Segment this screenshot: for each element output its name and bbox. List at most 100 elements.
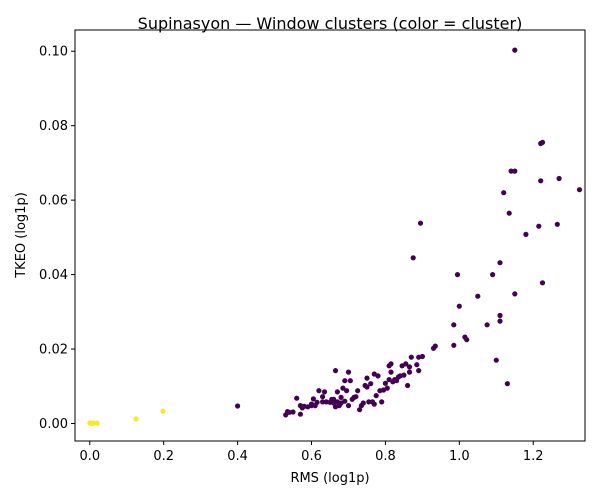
data-point-cluster-0 xyxy=(451,322,457,328)
data-point-cluster-0 xyxy=(320,399,326,405)
data-point-cluster-1 xyxy=(94,420,100,426)
data-point-cluster-0 xyxy=(506,210,512,216)
data-point-cluster-0 xyxy=(406,364,413,370)
data-point-cluster-0 xyxy=(410,255,416,261)
data-point-cluster-0 xyxy=(342,378,348,384)
data-point-cluster-0 xyxy=(366,399,372,405)
data-point-cluster-0 xyxy=(294,395,300,401)
data-point-cluster-0 xyxy=(454,272,461,278)
data-point-cluster-0 xyxy=(373,393,379,399)
data-point-cluster-0 xyxy=(388,369,394,375)
data-point-cluster-0 xyxy=(384,385,390,391)
data-point-cluster-0 xyxy=(405,382,411,389)
data-point-cluster-0 xyxy=(419,353,425,360)
data-point-cluster-0 xyxy=(493,357,499,363)
data-point-cluster-0 xyxy=(364,375,370,381)
plot-frame xyxy=(74,29,586,442)
data-point-cluster-0 xyxy=(508,168,514,174)
data-point-cluster-0 xyxy=(497,318,503,324)
data-point-cluster-0 xyxy=(334,389,340,395)
data-point-cluster-0 xyxy=(344,388,350,394)
data-point-cluster-0 xyxy=(512,47,518,53)
data-point-cluster-0 xyxy=(512,168,518,174)
x-tick-label: 0.4 xyxy=(227,449,248,464)
y-tick-label: 0.08 xyxy=(39,119,68,134)
chart-title: Supinasyon — Window clusters (color = cl… xyxy=(138,14,523,33)
y-axis-label: TKEO (log1p) xyxy=(14,192,29,279)
points-layer xyxy=(87,47,583,427)
data-point-cluster-0 xyxy=(497,312,503,319)
x-axis: 0.0 0.2 0.4 0.6 0.8 1.0 1.2 xyxy=(79,441,544,464)
data-point-cluster-0 xyxy=(539,139,546,145)
data-point-cluster-1 xyxy=(133,416,139,422)
y-tick-label: 0.06 xyxy=(39,194,68,209)
data-point-cluster-0 xyxy=(331,396,337,402)
x-tick-label: 0.8 xyxy=(375,449,396,464)
y-tick-label: 0.02 xyxy=(39,343,68,358)
data-point-cluster-0 xyxy=(484,322,490,328)
data-point-cluster-0 xyxy=(235,403,241,409)
x-tick-label: 1.0 xyxy=(449,449,470,464)
x-tick-label: 0.6 xyxy=(301,449,322,464)
data-point-cluster-0 xyxy=(382,380,388,386)
data-point-cluster-0 xyxy=(353,394,359,400)
data-point-cluster-0 xyxy=(536,223,542,229)
data-point-cluster-0 xyxy=(539,280,546,286)
data-point-cluster-0 xyxy=(379,399,385,405)
data-point-cluster-0 xyxy=(490,272,496,278)
data-point-cluster-0 xyxy=(406,369,413,375)
data-point-cluster-0 xyxy=(504,381,510,387)
data-point-cluster-0 xyxy=(414,362,420,368)
data-point-cluster-0 xyxy=(364,384,370,390)
data-point-cluster-0 xyxy=(576,187,583,193)
data-point-cluster-0 xyxy=(401,372,407,378)
data-point-cluster-0 xyxy=(321,389,328,395)
x-tick-label: 0.2 xyxy=(153,449,174,464)
x-tick-label: 1.2 xyxy=(523,449,544,464)
data-point-cluster-0 xyxy=(314,399,320,405)
data-point-cluster-0 xyxy=(388,361,394,367)
data-point-cluster-0 xyxy=(357,407,363,413)
data-point-cluster-0 xyxy=(286,409,292,415)
data-point-cluster-0 xyxy=(290,409,296,415)
x-tick-label: 0.0 xyxy=(79,449,100,464)
data-point-cluster-0 xyxy=(554,221,560,227)
data-point-cluster-0 xyxy=(332,368,339,374)
data-point-cluster-0 xyxy=(408,354,414,360)
data-point-cluster-0 xyxy=(355,388,361,394)
data-point-cluster-1 xyxy=(160,408,166,414)
data-point-cluster-0 xyxy=(375,373,381,379)
y-tick-label: 0.10 xyxy=(39,45,68,60)
data-point-cluster-0 xyxy=(320,394,326,400)
y-axis: 0.00 0.02 0.04 0.06 0.08 0.10 xyxy=(39,45,75,432)
data-point-cluster-0 xyxy=(432,343,438,349)
data-point-cluster-0 xyxy=(310,396,316,402)
data-point-cluster-0 xyxy=(368,381,374,387)
data-point-cluster-0 xyxy=(451,342,457,348)
data-point-cluster-0 xyxy=(360,400,366,406)
data-point-cluster-0 xyxy=(345,403,352,409)
data-point-cluster-0 xyxy=(345,369,352,375)
data-point-cluster-0 xyxy=(342,398,348,404)
data-point-cluster-0 xyxy=(464,337,470,343)
data-point-cluster-0 xyxy=(512,291,518,297)
data-point-cluster-0 xyxy=(538,178,544,184)
data-point-cluster-0 xyxy=(556,175,562,182)
data-point-cluster-0 xyxy=(316,388,322,394)
data-point-cluster-0 xyxy=(403,361,409,367)
y-tick-label: 0.04 xyxy=(39,268,68,283)
data-point-cluster-1 xyxy=(90,420,97,426)
data-point-cluster-0 xyxy=(340,385,346,391)
data-point-cluster-0 xyxy=(417,220,424,226)
data-point-cluster-0 xyxy=(338,394,344,400)
x-axis-label: RMS (log1p) xyxy=(290,471,369,486)
y-tick-label: 0.00 xyxy=(39,417,68,432)
data-point-cluster-0 xyxy=(501,190,507,196)
data-point-cluster-0 xyxy=(456,303,462,309)
data-point-cluster-0 xyxy=(347,378,353,384)
data-point-cluster-0 xyxy=(475,293,481,299)
data-point-cluster-0 xyxy=(297,411,303,417)
data-point-cluster-0 xyxy=(371,401,377,407)
data-point-cluster-0 xyxy=(497,260,503,266)
